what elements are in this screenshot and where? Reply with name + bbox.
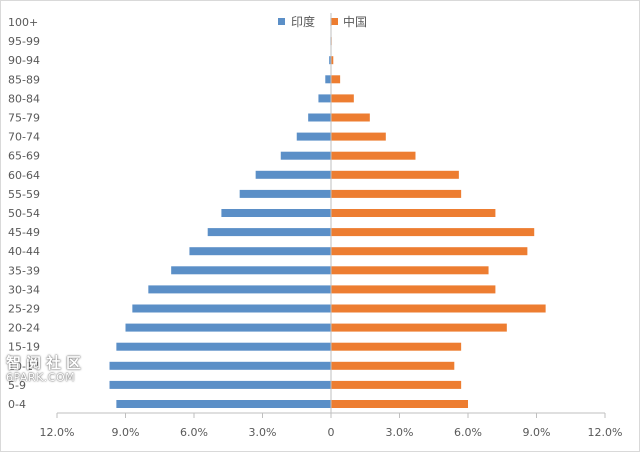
y-tick-label: 15-19 — [8, 341, 40, 354]
y-tick-label: 95-99 — [8, 35, 40, 48]
bar-china-35-39 — [331, 266, 489, 275]
bar-china-0-4 — [331, 400, 468, 408]
y-tick-label: 60-64 — [8, 169, 40, 182]
bar-india-70-74 — [296, 132, 331, 141]
y-tick-label: 55-59 — [8, 188, 40, 201]
bar-china-85-89 — [331, 75, 341, 84]
x-tick-label: 3.0% — [249, 426, 277, 439]
axes-group: 12.0% 9.0% 6.0% 3.0% 0 3.0% 6.0% 9.0% 12.0% 0-4 5-… — [8, 13, 622, 439]
legend-swatch-china — [331, 18, 338, 25]
bar-india-40-44 — [189, 247, 331, 256]
bar-india-50-54 — [221, 209, 331, 217]
y-tick-label: 65-69 — [8, 150, 40, 163]
y-tick-label: 50-54 — [8, 207, 40, 220]
bar-china-70-74 — [331, 132, 386, 141]
bar-india-65-69 — [280, 151, 331, 160]
bar-china-60-64 — [331, 170, 459, 179]
y-tick-label: 80-84 — [8, 92, 40, 105]
x-tick-label: 6.0% — [180, 426, 208, 439]
bar-india-10-14 — [109, 361, 332, 370]
bar-china-45-49 — [331, 228, 535, 237]
y-tick-label: 75-79 — [8, 112, 40, 125]
bar-india-85-89 — [325, 75, 331, 84]
bar-china-80-84 — [331, 94, 354, 103]
y-tick-label: 85-89 — [8, 73, 40, 86]
bar-china-30-34 — [331, 285, 496, 294]
bars-group — [109, 18, 546, 408]
bar-china-90-94 — [331, 56, 334, 65]
bar-china-75-79 — [331, 113, 370, 122]
y-tick-label: 40-44 — [8, 245, 40, 258]
x-tick-label: 9.0% — [523, 426, 551, 439]
bar-india-75-79 — [308, 113, 331, 122]
y-tick-label: 45-49 — [8, 226, 40, 239]
y-tick-label: 100+ — [8, 16, 38, 29]
bar-india-15-19 — [116, 342, 332, 351]
y-tick-label: 90-94 — [8, 54, 40, 67]
legend-swatch-india — [278, 18, 285, 25]
legend: 印度 中国 — [278, 14, 367, 29]
x-tick-label: 9.0% — [112, 426, 140, 439]
x-tick-label: 0 — [328, 426, 335, 439]
bar-india-45-49 — [207, 228, 331, 237]
bar-india-5-9 — [109, 380, 332, 389]
bar-china-50-54 — [331, 209, 496, 217]
y-tick-label: 0-4 — [8, 398, 26, 411]
y-tick-label: 25-29 — [8, 303, 40, 316]
legend-label-china: 中国 — [343, 14, 367, 29]
bar-india-90-94 — [329, 56, 331, 65]
bar-india-55-59 — [239, 189, 331, 198]
y-tick-label: 5-9 — [8, 379, 26, 392]
bar-india-30-34 — [148, 285, 331, 294]
y-tick-label: 35-39 — [8, 264, 40, 277]
y-tick-label: 70-74 — [8, 131, 40, 144]
bar-china-10-14 — [331, 361, 455, 370]
y-tick-label: 10-14 — [8, 360, 40, 373]
bar-china-20-24 — [331, 323, 507, 332]
bar-china-55-59 — [331, 189, 462, 198]
x-tick-label: 6.0% — [454, 426, 482, 439]
x-tick-label: 12.0% — [588, 426, 623, 439]
bar-india-80-84 — [318, 94, 331, 103]
y-tick-label: 20-24 — [8, 322, 40, 335]
x-tick-label: 12.0% — [40, 426, 75, 439]
bar-india-60-64 — [255, 170, 331, 179]
bar-china-65-69 — [331, 151, 416, 160]
bar-china-5-9 — [331, 380, 462, 389]
bar-india-20-24 — [125, 323, 331, 332]
bar-china-15-19 — [331, 342, 462, 351]
bar-china-25-29 — [331, 304, 546, 313]
x-tick-label: 3.0% — [386, 426, 414, 439]
bar-china-40-44 — [331, 247, 528, 256]
bar-india-35-39 — [171, 266, 331, 275]
y-tick-label: 30-34 — [8, 283, 40, 296]
bar-india-25-29 — [132, 304, 331, 313]
legend-label-india: 印度 — [291, 14, 315, 29]
bar-india-0-4 — [116, 400, 332, 408]
